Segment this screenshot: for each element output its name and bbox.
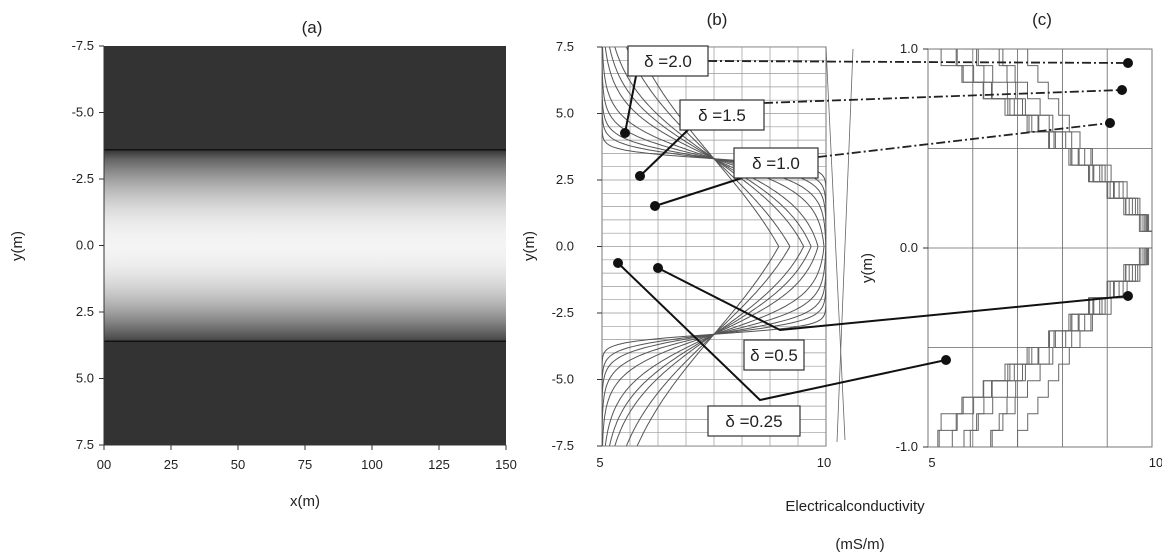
conductivity-curve-zoom [969,49,1152,447]
conductivity-curve [636,47,780,446]
x-tick-label: 50 [231,457,245,472]
x-tick-label: 75 [298,457,312,472]
panel-c-title: (c) [1032,10,1052,29]
x-tick-label: 5 [928,455,935,470]
panel-a-title: (a) [302,18,323,37]
delta-label-text: δ =0.25 [725,412,782,431]
conductivity-curve [614,47,805,446]
x-tick-label: 5 [596,455,603,470]
x-tick-label: 125 [428,457,450,472]
delta-label-box [627,45,709,77]
panel-b-xlabel-unit: (mS/m) [835,536,884,553]
conductivity-curve [604,47,819,446]
panel-b-xlabel: Electricalconductivity [785,498,925,515]
zoom-connectors [825,46,854,443]
y-tick-label: 2.5 [556,172,574,187]
zoom-dashed-leader [817,122,1111,158]
y-tick-label: -5.0 [552,372,574,387]
y-tick-label: -2.5 [552,305,574,320]
y-tick-label: -5.0 [72,105,94,120]
zoom-marker [1123,58,1133,68]
zoom-connector-line [836,48,854,443]
x-tick-label: 10 [1149,455,1162,470]
conductivity-curve-zoom [991,49,1152,447]
delta-marker [650,201,660,211]
zoom-marker [1123,291,1133,301]
delta-label-box [679,99,765,131]
conductivity-curve [625,47,791,446]
conductivity-curve [602,47,826,446]
delta-label-box [733,147,819,179]
delta-label: δ =1.5 [679,99,765,131]
panel-a: (a) -7.5 -5.0 -2.5 0.0 2.5 5.0 7.500 25 50 75 100 1… [9,18,517,510]
delta-label: δ =2.0 [627,45,709,77]
panel-b-ylabel: y(m) [521,231,538,261]
zoom-dashed-leader [707,60,1129,64]
y-tick-label: 2.5 [76,304,94,319]
x-tick-label: 10 [817,455,831,470]
conductivity-curve [602,47,826,446]
y-tick-label: 0.0 [76,238,94,253]
y-tick-label: 7.5 [76,437,94,452]
zoom-marker [1117,85,1127,95]
x-tick-label: 100 [361,457,383,472]
y-tick-label: -2.5 [72,171,94,186]
delta-label-text: δ =1.0 [752,154,800,173]
delta-leader-line [639,129,689,177]
x-tick-label: 25 [164,457,178,472]
zoom-connector-line [825,46,846,441]
heatmap-plot [104,46,506,445]
y-tick-label: 5.0 [556,106,574,121]
delta-label-text: δ =1.5 [698,106,746,125]
delta-label: δ =1.0 [733,147,819,179]
zoom-solid-leader [657,267,1129,332]
x-tick-label: 150 [495,457,517,472]
y-tick-label: -1.0 [896,439,918,454]
delta-leader-line [624,75,637,134]
delta-label: δ =0.25 [707,405,801,437]
zoom-dashed-leader [763,89,1123,104]
panel-c-ylabel: y(m) [859,253,876,283]
y-tick-label: 0.0 [900,240,918,255]
delta-label-text: δ =2.0 [644,52,692,71]
panel-c: (c) 1.0 0.0 -1.0 5 10 y(m) [859,10,1162,470]
delta-marker [635,171,645,181]
y-tick-label: 5.0 [76,371,94,386]
y-tick-label: -7.5 [552,438,574,453]
y-tick-label: 7.5 [556,39,574,54]
panel-a-xlabel: x(m) [290,493,320,510]
delta-label-box [707,405,801,437]
zoom-marker [1105,118,1115,128]
y-tick-label: -7.5 [72,38,94,53]
y-tick-label: 1.0 [900,41,918,56]
conductivity-curve-zoom [1017,49,1152,447]
y-tick-label: 0.0 [556,239,574,254]
zoom-marker [941,355,951,365]
panel-a-ylabel: y(m) [9,231,26,261]
delta-label-box [743,339,805,371]
delta-marker [620,128,630,138]
x-tick-label: 00 [97,457,111,472]
delta-label-text: δ =0.5 [750,346,798,365]
panel-b-title: (b) [707,10,728,29]
conductivity-curve [609,47,812,446]
conductivity-curve [602,47,826,446]
conductivity-curve [602,47,825,446]
delta-leader-line [654,177,743,207]
delta-label: δ =0.5 [743,339,805,371]
zoom-solid-leader [617,262,947,402]
